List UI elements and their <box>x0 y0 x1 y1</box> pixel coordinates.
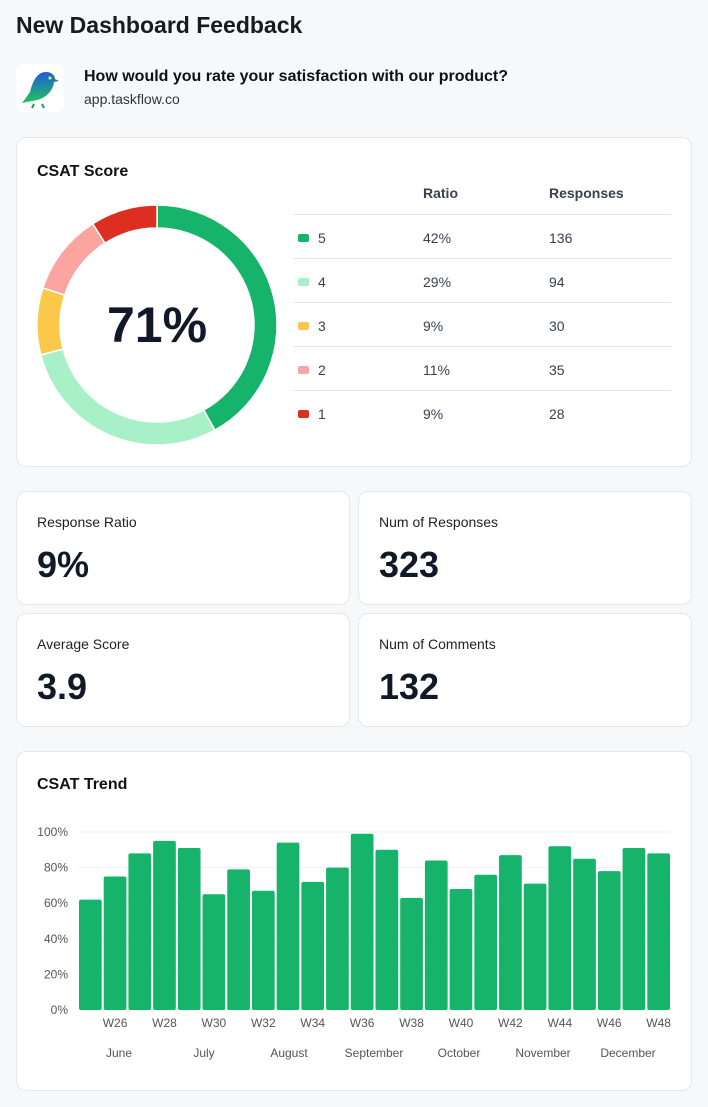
responses-value: 35 <box>549 362 565 378</box>
rating-label: 5 <box>318 230 326 246</box>
page-title: New Dashboard Feedback <box>16 12 303 38</box>
kpi-card: Average Score 3.9 <box>16 613 350 727</box>
rating-label: 1 <box>318 406 326 422</box>
kpi-card: Response Ratio 9% <box>16 491 350 605</box>
bird-logo-icon <box>16 64 64 112</box>
kpi-card: Num of Responses 323 <box>358 491 692 605</box>
csat-row-2: 2 11% 35 <box>293 346 671 390</box>
csat-row-5: 5 42% 136 <box>293 214 671 258</box>
csat-title: CSAT Score <box>37 163 129 180</box>
ratio-value: 42% <box>423 230 452 246</box>
csat-trend-card: CSAT Trend <box>16 751 692 1091</box>
kpi-label: Response Ratio <box>37 514 137 530</box>
kpi-label: Num of Comments <box>379 636 496 652</box>
trend-title: CSAT Trend <box>37 776 128 793</box>
kpi-label: Num of Responses <box>379 514 499 530</box>
donut-slice-4 <box>39 348 216 446</box>
csat-row-4: 4 29% 94 <box>293 258 671 302</box>
csat-donut <box>36 204 278 446</box>
rating-label: 3 <box>318 318 326 334</box>
legend-swatch <box>298 234 309 242</box>
csat-score-value: 71% <box>106 297 208 353</box>
csat-row-3: 3 9% 30 <box>293 302 671 346</box>
responses-value: 28 <box>549 406 565 422</box>
legend-swatch <box>298 322 309 330</box>
survey-site: app.taskflow.co <box>84 91 180 107</box>
kpi-value: 3.9 <box>37 666 88 707</box>
legend-swatch <box>298 410 309 418</box>
responses-value: 30 <box>549 318 565 334</box>
ratio-value: 9% <box>423 318 444 334</box>
donut-slice-1 <box>91 204 158 245</box>
kpi-value: 132 <box>379 666 440 707</box>
survey-question: How would you rate your satisfaction wit… <box>84 68 509 85</box>
responses-value: 94 <box>549 274 565 290</box>
responses-value: 136 <box>549 230 573 246</box>
ratio-value: 11% <box>423 362 450 378</box>
kpi-value: 9% <box>37 544 90 585</box>
responses-header: Responses <box>549 185 624 201</box>
rating-label: 4 <box>318 274 326 290</box>
kpi-value: 323 <box>379 544 440 585</box>
legend-swatch <box>298 278 309 286</box>
rating-label: 2 <box>318 362 326 378</box>
ratio-value: 9% <box>423 406 444 422</box>
donut-slice-2 <box>41 222 107 296</box>
csat-row-1: 1 9% 28 <box>293 390 671 434</box>
ratio-header: Ratio <box>423 185 458 201</box>
legend-swatch <box>298 366 309 374</box>
donut-slice-3 <box>36 286 66 356</box>
kpi-card: Num of Comments 132 <box>358 613 692 727</box>
kpi-label: Average Score <box>37 636 130 652</box>
ratio-value: 29% <box>423 274 452 290</box>
